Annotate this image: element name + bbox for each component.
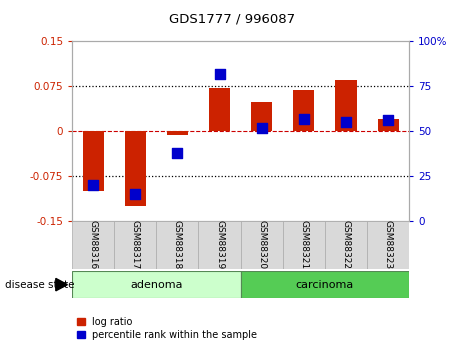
Bar xyxy=(167,131,188,135)
Text: GSM88316: GSM88316 xyxy=(89,220,98,269)
Bar xyxy=(335,80,357,131)
Bar xyxy=(241,271,409,298)
Bar xyxy=(125,131,146,206)
Bar xyxy=(156,221,199,269)
Bar xyxy=(367,221,409,269)
Point xyxy=(385,118,392,123)
Bar xyxy=(251,102,272,131)
Text: GSM88318: GSM88318 xyxy=(173,220,182,269)
Bar xyxy=(241,221,283,269)
Bar xyxy=(293,90,314,131)
Bar xyxy=(378,119,399,131)
Text: adenoma: adenoma xyxy=(130,280,183,289)
Text: GSM88317: GSM88317 xyxy=(131,220,140,269)
Bar xyxy=(114,221,156,269)
Bar xyxy=(283,221,325,269)
Text: carcinoma: carcinoma xyxy=(296,280,354,289)
Point xyxy=(216,71,223,77)
Text: GSM88323: GSM88323 xyxy=(384,220,392,269)
Legend: log ratio, percentile rank within the sample: log ratio, percentile rank within the sa… xyxy=(77,317,258,340)
Point xyxy=(342,119,350,125)
Bar xyxy=(72,271,241,298)
Point xyxy=(258,125,266,130)
Bar xyxy=(209,88,230,131)
Point xyxy=(89,182,97,188)
Point xyxy=(300,116,307,121)
Text: GSM88322: GSM88322 xyxy=(341,220,351,269)
Bar xyxy=(72,221,114,269)
Text: GSM88320: GSM88320 xyxy=(257,220,266,269)
Point xyxy=(132,191,139,197)
Bar xyxy=(325,221,367,269)
Text: disease state: disease state xyxy=(5,280,74,289)
Point xyxy=(174,150,181,155)
Bar xyxy=(83,131,104,191)
Bar xyxy=(199,221,241,269)
Text: GSM88321: GSM88321 xyxy=(299,220,308,269)
Text: GSM88319: GSM88319 xyxy=(215,220,224,269)
Text: GDS1777 / 996087: GDS1777 / 996087 xyxy=(169,12,296,25)
